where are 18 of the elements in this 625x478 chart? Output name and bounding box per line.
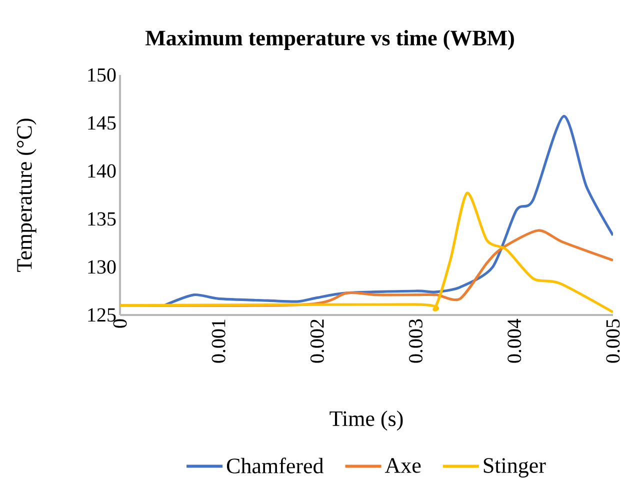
x-tick-label: 0.003 <box>409 319 423 363</box>
x-tick-label: 0.002 <box>310 320 324 363</box>
y-tick-label: 140 <box>88 164 116 178</box>
y-tick-label: 135 <box>88 212 116 226</box>
line-series <box>120 192 613 314</box>
x-tick-label: 0.001 <box>212 320 226 363</box>
legend-label: Axe <box>384 458 421 473</box>
x-tick-label: 0.004 <box>508 318 522 363</box>
legend-label: Stinger <box>484 458 546 478</box>
legend-label: Chamfered <box>226 458 324 474</box>
y-axis-title: Temperature (°C) <box>16 118 36 272</box>
chart-title: Maximum temperature vs time (WBM) <box>145 30 514 50</box>
x-axis-title: Time (s) <box>330 410 403 431</box>
line-series <box>163 114 613 307</box>
y-tick-label: 150 <box>88 68 116 82</box>
x-tick-label: 0.005 <box>606 319 620 363</box>
y-tick-label: 145 <box>88 116 116 130</box>
y-tick-label: 130 <box>88 260 116 274</box>
